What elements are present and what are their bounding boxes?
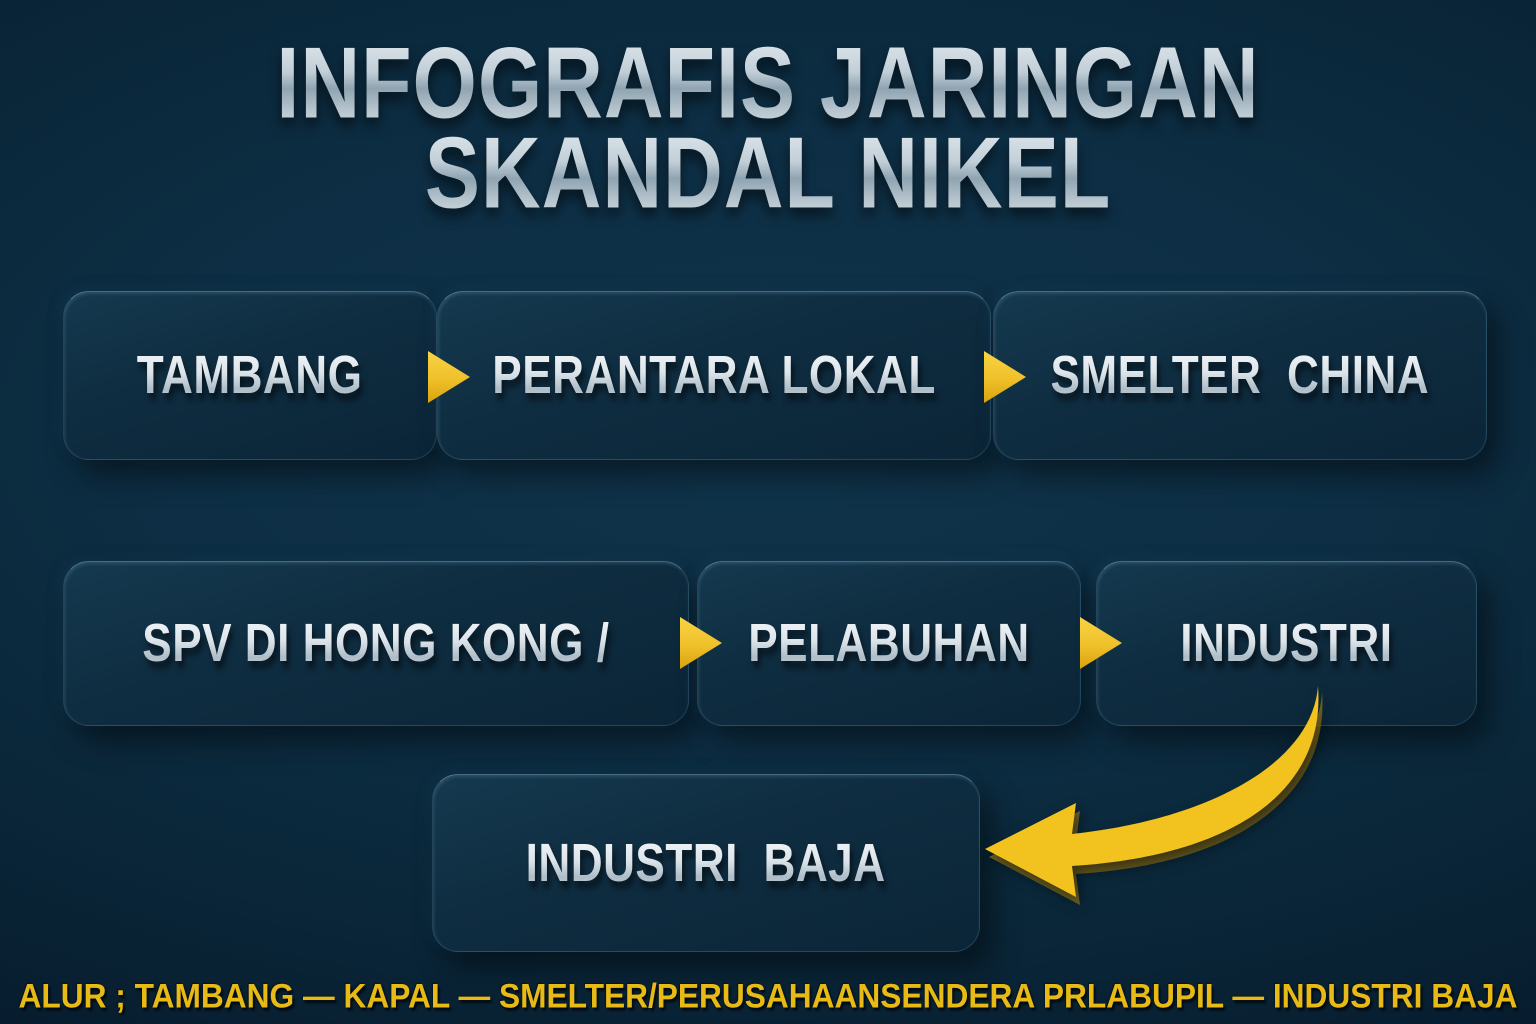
page-title-line2: SKANDAL NIKEL [77,123,1459,224]
flow-box-label: SMELTER CHINA [1050,345,1430,406]
flow-box-label: INDUSTRI BAJA [526,833,886,893]
flow-box-label: INDUSTRI [1180,613,1393,674]
flow-box-pelabuhan: PELABUHAN [697,561,1081,726]
flow-box-industri-baja: INDUSTRI BAJA [432,774,980,952]
flow-box-industri: INDUSTRI [1096,561,1477,726]
flow-box-label: SPV DI HONG KONG / [142,613,610,674]
flow-box-perantara-lokal: PERANTARA LOKAL [437,291,991,460]
flow-box-smelter-china: SMELTER CHINA [993,291,1487,460]
page-title-line1: INFOGRAFIS JARINGAN [77,33,1459,134]
footer-flow-summary: ALUR ; TAMBANG — KAPAL — SMELTER/PERUSAH… [18,976,1518,1015]
page-title: INFOGRAFIS JARINGAN SKANDAL NIKEL [0,33,1536,225]
flow-box-spv-hong-kong: SPV DI HONG KONG / [63,561,689,726]
flow-box-tambang: TAMBANG [63,291,437,460]
flow-box-label: TAMBANG [137,345,363,406]
flow-box-label: PERANTARA LOKAL [492,345,936,406]
flow-box-label: PELABUHAN [748,613,1030,674]
